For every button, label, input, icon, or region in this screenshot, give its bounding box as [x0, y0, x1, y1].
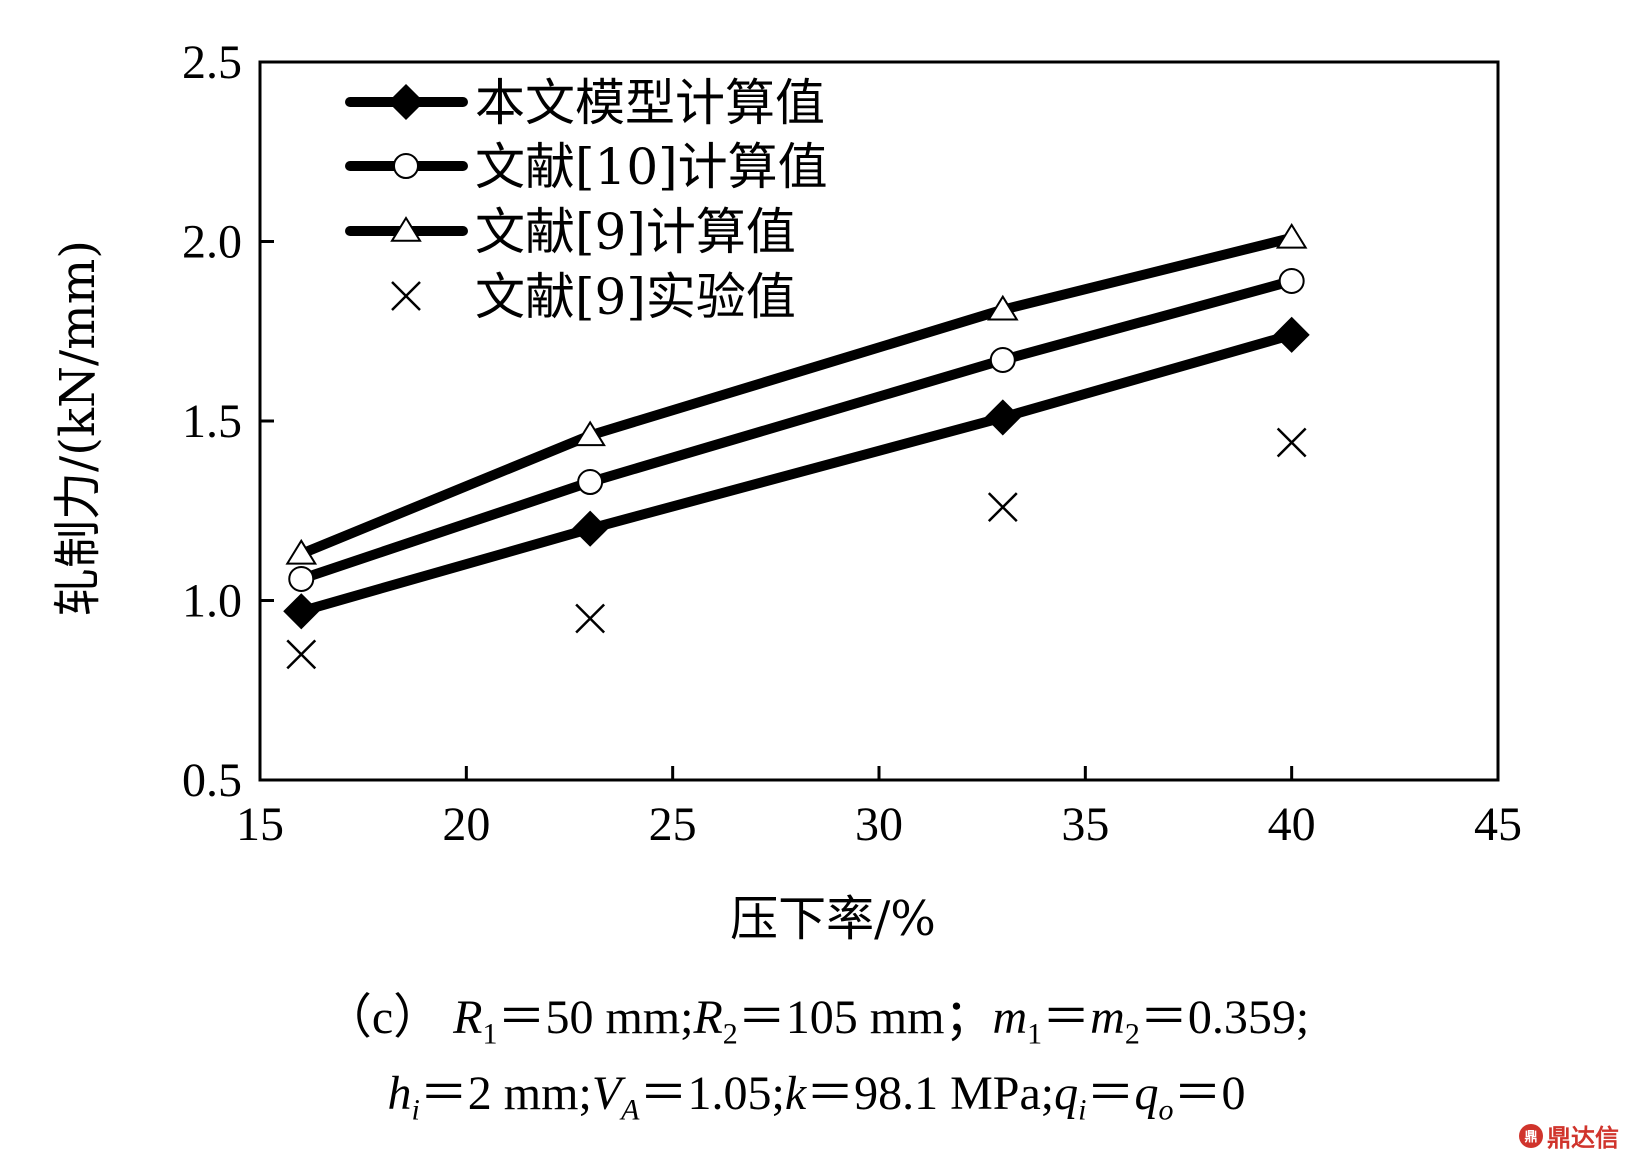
y-axis-ticks: 0.5 1.0 1.5 2.0 2.5: [182, 36, 274, 807]
x-axis-title: 压下率/%: [730, 891, 936, 947]
legend-label: 文献[10]计算值: [475, 138, 828, 196]
data-point-diamond: [387, 83, 425, 121]
data-point-diamond: [572, 510, 609, 547]
x-tick-label: 30: [855, 798, 903, 851]
caption-segment: 1: [1027, 1017, 1043, 1051]
caption-segment: （c）: [323, 991, 454, 1044]
x-tick-label: 20: [442, 798, 490, 851]
caption-segment: A: [621, 1093, 640, 1127]
x-axis-ticks: 15 20 25 30 35 40 45: [236, 766, 1522, 851]
y-tick-label: 2.5: [182, 36, 242, 89]
data-point-triangle: [1275, 223, 1308, 249]
data-point-cross: [1276, 427, 1307, 458]
data-point-circle: [288, 565, 315, 592]
x-tick-label: 45: [1474, 798, 1522, 851]
caption-segment: k: [784, 1067, 807, 1120]
caption-segment: V: [591, 1067, 622, 1120]
data-point-triangle: [390, 216, 422, 242]
caption-segment: R: [693, 991, 723, 1044]
caption-segment: 2: [722, 1017, 738, 1051]
caption-segment: h: [387, 1067, 412, 1120]
caption-segment: 1: [482, 1017, 498, 1051]
caption-segment: ＝1.05;: [639, 1067, 785, 1120]
cross-stroke: [1276, 427, 1307, 458]
caption-segment: o: [1158, 1093, 1174, 1127]
caption-line-2: hi＝2 mm;VA＝1.05;k＝98.1 MPa;qi＝qo＝0: [0, 1066, 1633, 1139]
caption-segment: R: [453, 991, 483, 1044]
x-tick-label: 25: [649, 798, 697, 851]
y-tick-label: 1.0: [182, 575, 242, 628]
caption-segment: i: [411, 1093, 420, 1127]
x-tick-label: 40: [1268, 798, 1316, 851]
legend-item-3: 文献[9]计算值: [345, 203, 796, 261]
legend-label: 文献[9]计算值: [475, 203, 796, 261]
data-point-circle: [1278, 267, 1305, 294]
caption-segment: m: [1090, 991, 1125, 1044]
watermark-logo-icon: 鼎: [1519, 1123, 1543, 1148]
chart: 15 20 25 30 35 40 45 0.5 1.0 1.5 2.0 2.5 本文模型计算值文献…: [50, 36, 1522, 947]
caption-segment: ＝0.359;: [1139, 991, 1310, 1044]
data-point-diamond: [283, 593, 320, 630]
legend-item-4: 文献[9]实验值: [391, 268, 796, 326]
watermark: 鼎 鼎达信: [1519, 1118, 1619, 1153]
cross-stroke: [391, 281, 421, 311]
cross-stroke: [286, 639, 317, 670]
caption-segment: ＝50 mm;: [497, 991, 694, 1044]
data-point-triangle: [987, 294, 1019, 321]
cross-stroke: [575, 603, 606, 634]
data-point-cross: [391, 281, 421, 311]
data-point-diamond: [984, 399, 1021, 436]
y-tick-label: 2.0: [182, 216, 242, 269]
series-3: [285, 223, 1308, 565]
caption-segment: ＝105 mm；: [737, 991, 993, 1044]
series-layer: [283, 223, 1310, 670]
series-4: [286, 427, 1307, 670]
legend-label: 文献[9]实验值: [475, 268, 796, 326]
caption-segment: i: [1078, 1093, 1087, 1127]
caption-segment: m: [992, 991, 1028, 1044]
legend-item-2: 文献[10]计算值: [345, 138, 828, 196]
series-1: [283, 316, 1310, 630]
caption-segment: 2: [1124, 1017, 1140, 1051]
caption-segment: q: [1134, 1067, 1159, 1120]
data-point-circle: [393, 153, 419, 179]
series-line: [296, 275, 1297, 584]
y-tick-label: 1.5: [182, 395, 242, 448]
caption-segment: ＝0: [1173, 1067, 1246, 1120]
data-point-triangle: [574, 420, 606, 447]
x-tick-label: 35: [1061, 798, 1109, 851]
caption-line-1: （c） R1＝50 mm;R2＝105 mm；m1＝m2＝0.359;: [0, 990, 1633, 1063]
legend-item-1: 本文模型计算值: [345, 74, 825, 132]
caption-segment: ＝: [1042, 991, 1091, 1044]
y-tick-label: 0.5: [182, 754, 242, 807]
caption-segment: ＝: [1086, 1067, 1135, 1120]
x-tick-label: 15: [236, 798, 284, 851]
series-line: [296, 232, 1297, 559]
data-point-circle: [989, 346, 1016, 373]
legend-label: 本文模型计算值: [475, 74, 825, 132]
series-2: [288, 267, 1305, 592]
data-point-cross: [286, 639, 317, 670]
caption-segment: q: [1054, 1067, 1079, 1120]
data-point-diamond: [1273, 316, 1310, 353]
data-point-cross: [575, 603, 606, 634]
series-line: [296, 329, 1297, 617]
watermark-text: 鼎达信: [1547, 1124, 1619, 1152]
data-point-triangle: [285, 538, 318, 565]
y-axis-title: 轧制力/(kN/mm): [50, 240, 106, 616]
caption-segment: ＝98.1 MPa;: [806, 1067, 1055, 1120]
caption-segment: ＝2 mm;: [419, 1067, 592, 1120]
cross-stroke: [987, 492, 1018, 523]
data-point-circle: [577, 469, 604, 496]
data-point-cross: [987, 492, 1018, 523]
